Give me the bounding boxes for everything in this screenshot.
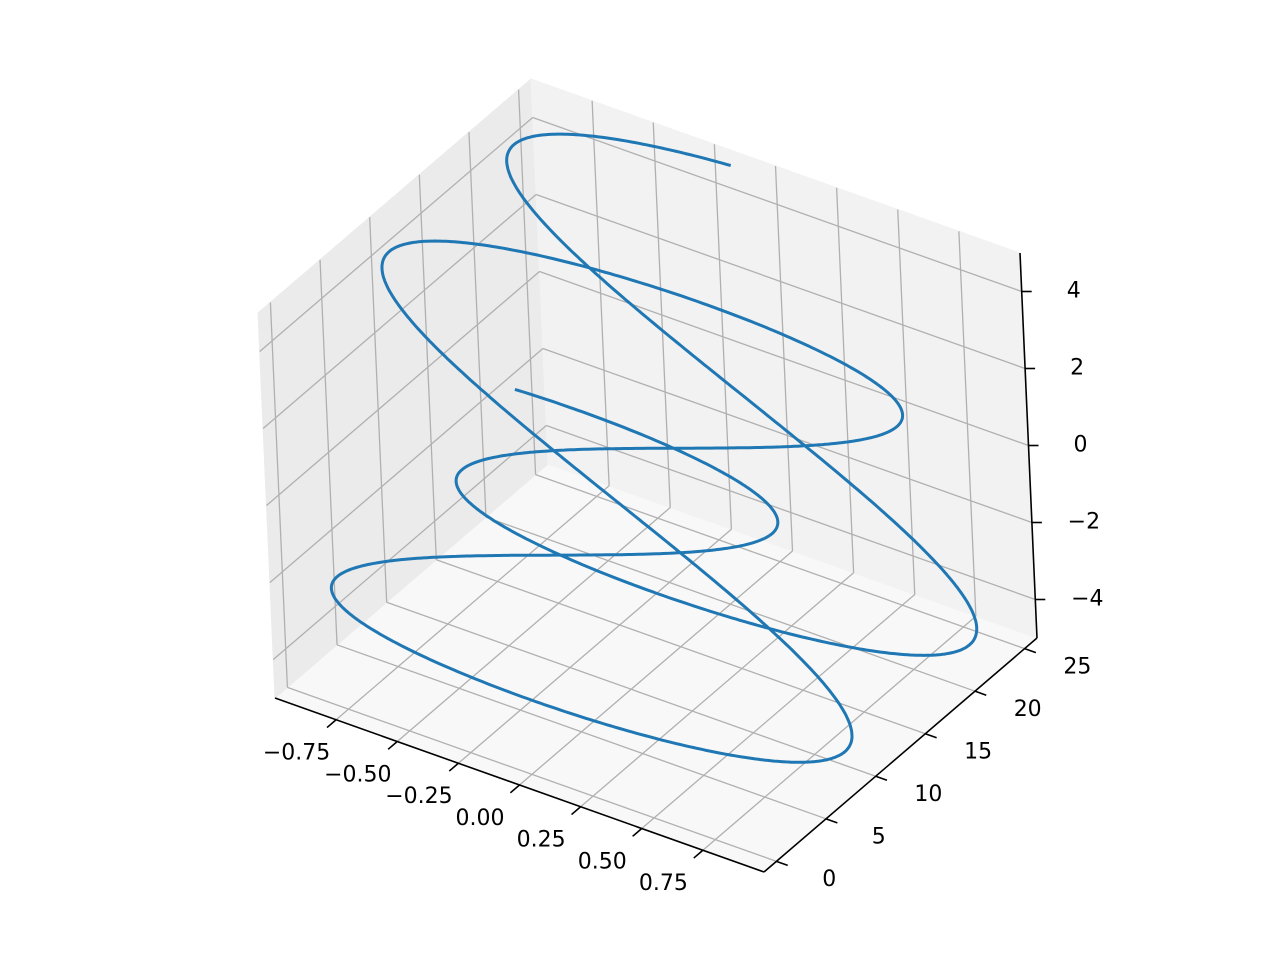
tick-label: 0 xyxy=(822,867,836,892)
z-grid-line-back xyxy=(542,347,1033,524)
tick-label: 0.25 xyxy=(517,828,566,853)
y-grid-line-floor xyxy=(436,559,926,735)
x-grid-line-floor xyxy=(580,572,855,808)
tick-label: 0 xyxy=(1074,433,1088,458)
tick-label: 10 xyxy=(914,782,942,807)
z-grid-line-back xyxy=(546,424,1036,601)
tick-label: 0.00 xyxy=(456,806,505,831)
z-grid-line-side xyxy=(272,425,547,660)
tick-mark xyxy=(974,690,987,696)
tick-mark xyxy=(776,860,788,867)
tick-mark xyxy=(509,784,521,794)
tick-label: 0.50 xyxy=(578,849,627,874)
z-grid-line-back xyxy=(532,116,1022,293)
tick-mark xyxy=(448,762,459,772)
tick-mark xyxy=(875,775,888,782)
y-grid-line-floor xyxy=(287,686,777,862)
x-grid-line-floor xyxy=(519,550,793,786)
z-grid-line-side xyxy=(266,271,540,506)
tick-label: −0.75 xyxy=(263,741,330,766)
x-axis-ticks: −0.75−0.50−0.250.00 0.25 0.50 0.75 xyxy=(263,719,704,896)
x-grid-line-floor xyxy=(335,485,610,721)
tick-mark xyxy=(925,732,937,739)
tick-mark xyxy=(387,740,398,750)
tick-label: −0.25 xyxy=(385,784,452,809)
series-line-0 xyxy=(329,132,979,764)
y-axis-line xyxy=(763,637,1038,873)
z-grid-line-side xyxy=(269,348,544,583)
z-grid-line-side xyxy=(259,117,534,352)
tick-label: 5 xyxy=(872,825,886,850)
tick-mark xyxy=(326,719,337,729)
tick-label: 25 xyxy=(1063,654,1091,679)
tick-mark xyxy=(825,818,838,824)
tick-label: 15 xyxy=(964,740,992,765)
tick-label: −0.50 xyxy=(324,762,391,787)
y-grid-line-floor xyxy=(386,601,876,777)
tick-label: 0.75 xyxy=(639,871,688,896)
z-grid-line-side xyxy=(262,194,537,429)
z-axis-ticks: −4 −2 0 2 4 xyxy=(1021,279,1104,612)
z-grid-line-back xyxy=(539,270,1029,447)
tick-mark xyxy=(1024,647,1037,654)
tick-mark xyxy=(632,827,643,837)
tick-mark xyxy=(693,849,704,859)
tick-label: −2 xyxy=(1068,510,1100,535)
tick-label: −4 xyxy=(1071,587,1103,612)
tick-label: 4 xyxy=(1067,279,1081,304)
y-axis-ticks: 0 5 10 15 20 25 xyxy=(776,647,1091,892)
x-grid-line-floor xyxy=(641,594,916,829)
tick-label: 20 xyxy=(1014,697,1042,722)
series-layer xyxy=(329,132,979,764)
x-grid-line-floor xyxy=(457,528,732,764)
y-grid-line-floor xyxy=(485,516,976,692)
x-grid-line-floor xyxy=(396,507,671,742)
tick-label: 2 xyxy=(1070,356,1084,381)
tick-mark xyxy=(570,806,582,816)
grid-lines xyxy=(259,89,1036,862)
z-grid-line-back xyxy=(535,193,1026,370)
y-grid-line-floor xyxy=(336,644,827,820)
